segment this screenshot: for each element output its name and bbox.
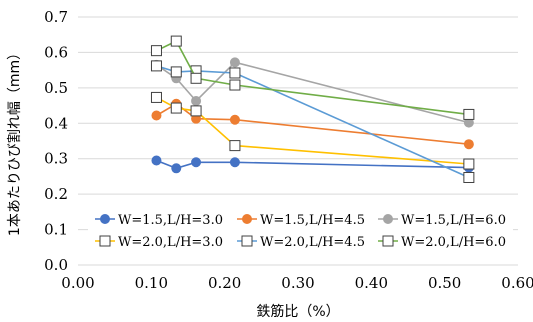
data-point (229, 157, 240, 168)
legend-marker (241, 235, 253, 247)
series-2 (151, 98, 474, 150)
data-point (151, 110, 162, 121)
y-tick-label: 0.7 (44, 8, 68, 26)
legend-label: W=1.5,L/H=4.5 (260, 213, 365, 228)
data-point (171, 163, 182, 174)
legend-item: W=1.5,L/H=4.5 (237, 213, 365, 228)
data-point (463, 171, 475, 183)
data-point (229, 79, 241, 91)
x-tick-label: 0.40 (355, 274, 388, 292)
axis-layer: 0.0 0.1 0.2 0.3 0.4 0.5 0.6 0.7 0.00 0.10 0.20 0.30… (44, 8, 533, 292)
y-axis-title: 1本あたりひび割れ幅（mm） (6, 46, 23, 236)
legend-label: W=2.0,L/H=3.0 (118, 235, 223, 250)
data-point (229, 57, 240, 68)
legend-label: W=2.0,L/H=4.5 (260, 235, 365, 250)
x-axis-title: 鉄筋比（%） (256, 303, 339, 320)
legend-item: W=2.0,L/H=3.0 (95, 235, 223, 250)
legend-marker (383, 214, 393, 224)
data-point (151, 155, 162, 166)
x-tick-label: 0.60 (501, 274, 533, 292)
series-line (156, 159, 469, 170)
data-point (150, 45, 162, 57)
legend-marker (100, 214, 110, 224)
y-tick-label: 0.2 (44, 185, 68, 203)
x-tick-label: 0.20 (208, 274, 241, 292)
y-tick-label: 0.4 (44, 114, 68, 132)
data-point (463, 139, 474, 150)
data-point (150, 60, 162, 72)
y-tick-label: 0.6 (44, 43, 68, 61)
data-point (190, 105, 202, 117)
legend-label: W=1.5,L/H=6.0 (401, 213, 506, 228)
legend-item: W=2.0,L/H=6.0 (378, 235, 506, 250)
y-tick-label: 0.1 (44, 221, 68, 239)
x-tick-label: 0.30 (281, 274, 314, 292)
legend-item: W=2.0,L/H=4.5 (237, 235, 365, 250)
legend-marker (382, 235, 394, 247)
legend-layer: W=1.5,L/H=3.0 W=1.5,L/H=4.5 W=1.5,L/H=6.0 W… (88, 207, 513, 251)
y-tick-label: 0.5 (44, 79, 68, 97)
data-point (463, 158, 475, 170)
series-layer (150, 35, 475, 183)
data-point (190, 72, 202, 84)
legend-marker (99, 235, 111, 247)
legend-item: W=1.5,L/H=3.0 (95, 213, 223, 228)
series-6 (150, 35, 475, 120)
data-point (191, 157, 202, 168)
legend-label: W=1.5,L/H=3.0 (118, 213, 223, 228)
legend-box (88, 207, 513, 251)
legend-marker (242, 214, 252, 224)
y-tick-label: 0.0 (44, 256, 68, 274)
data-point (463, 108, 475, 120)
series-3 (151, 57, 474, 128)
x-tick-label: 0.00 (61, 274, 94, 292)
y-tick-label: 0.3 (44, 150, 68, 168)
data-point (229, 140, 241, 152)
legend-item: W=1.5,L/H=6.0 (378, 213, 506, 228)
series-5 (150, 60, 475, 183)
series-4 (150, 91, 475, 170)
data-point (170, 35, 182, 47)
legend-label: W=2.0,L/H=6.0 (401, 235, 506, 250)
data-point (170, 102, 182, 114)
data-point (150, 91, 162, 103)
data-point (191, 95, 202, 106)
data-point (170, 66, 182, 78)
data-point (229, 114, 240, 125)
data-point (229, 67, 241, 79)
x-tick-label: 0.10 (135, 274, 168, 292)
x-tick-label: 0.50 (428, 274, 461, 292)
